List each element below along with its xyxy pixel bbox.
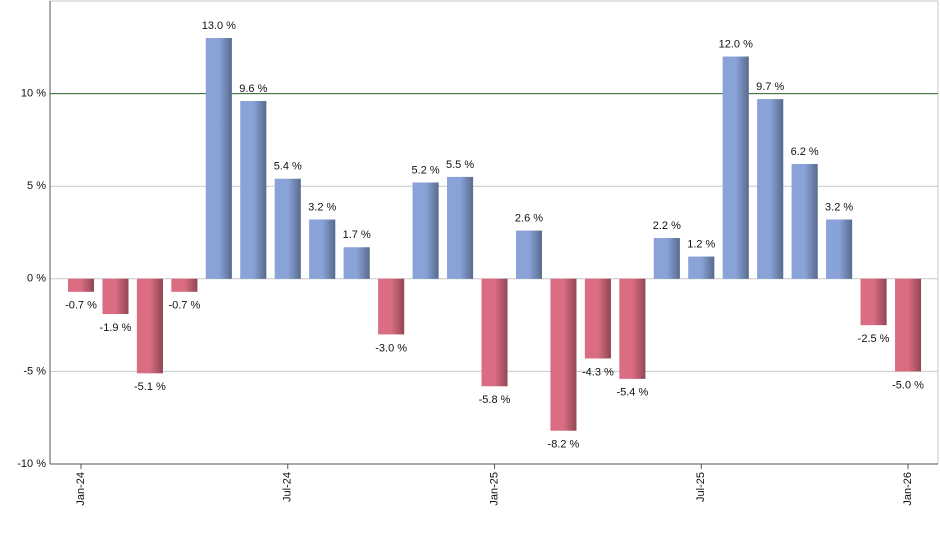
- bar-shade: [102, 278, 129, 314]
- bar-shade: [653, 238, 680, 279]
- value-label: -1.9 %: [100, 322, 132, 334]
- value-label: -0.7 %: [168, 300, 200, 312]
- bar-shade: [274, 178, 301, 279]
- bar-shade: [757, 99, 784, 279]
- value-label: 5.5 %: [446, 159, 474, 171]
- bar-shade: [343, 247, 370, 279]
- value-label: 1.7 %: [343, 229, 371, 241]
- bar-shade: [136, 278, 163, 374]
- y-tick-label: 0 %: [27, 273, 46, 285]
- bar-shade: [791, 163, 818, 279]
- value-label: -3.0 %: [375, 342, 407, 354]
- y-tick-label: -5 %: [23, 365, 46, 377]
- value-label: 6.2 %: [791, 146, 819, 158]
- bar-shade: [826, 219, 853, 279]
- value-label: 3.2 %: [308, 201, 336, 213]
- y-tick-label: 10 %: [21, 88, 46, 100]
- value-label: 5.2 %: [412, 164, 440, 176]
- bar-shade: [412, 182, 439, 279]
- value-label: -2.5 %: [858, 333, 890, 345]
- value-label: -8.2 %: [548, 439, 580, 451]
- value-label: -5.4 %: [616, 387, 648, 399]
- bar-shade: [205, 38, 232, 279]
- bar-shade: [481, 278, 508, 387]
- value-label: -0.7 %: [65, 300, 97, 312]
- bar-shade: [515, 230, 542, 279]
- value-label: -5.1 %: [134, 381, 166, 393]
- bar-shade: [378, 278, 405, 335]
- value-label: 9.7 %: [756, 81, 784, 93]
- x-tick-label: Jul-25: [695, 472, 707, 502]
- value-label: 5.4 %: [274, 161, 302, 173]
- value-label: 2.6 %: [515, 213, 543, 225]
- bar-shade: [688, 256, 715, 279]
- bar-shade: [584, 278, 611, 359]
- x-tick-label: Jan-25: [488, 472, 500, 506]
- value-label: -4.3 %: [582, 366, 614, 378]
- bar-shade: [550, 278, 577, 431]
- value-label: 2.2 %: [653, 220, 681, 232]
- value-label: 13.0 %: [202, 20, 236, 32]
- value-label: 9.6 %: [239, 83, 267, 95]
- bar-shade: [447, 176, 474, 279]
- y-tick-label: 5 %: [27, 180, 46, 192]
- x-tick-label: Jan-24: [75, 472, 87, 506]
- bar-shade: [860, 278, 887, 326]
- bar-shade: [68, 278, 94, 292]
- x-tick-label: Jul-24: [282, 472, 294, 502]
- value-label: -5.8 %: [479, 394, 511, 406]
- value-label: 1.2 %: [687, 238, 715, 250]
- bar-shade: [619, 278, 646, 379]
- x-tick-label: Jan-26: [902, 472, 914, 506]
- bar-shade: [309, 219, 336, 279]
- bar-shade: [895, 278, 922, 372]
- y-tick-label: -10 %: [17, 458, 46, 470]
- bar-shade: [240, 101, 267, 279]
- bar-shade: [722, 56, 749, 279]
- bar-shade: [171, 278, 198, 292]
- value-label: 12.0 %: [719, 38, 753, 50]
- value-label: -5.0 %: [892, 379, 924, 391]
- value-label: 3.2 %: [825, 201, 853, 213]
